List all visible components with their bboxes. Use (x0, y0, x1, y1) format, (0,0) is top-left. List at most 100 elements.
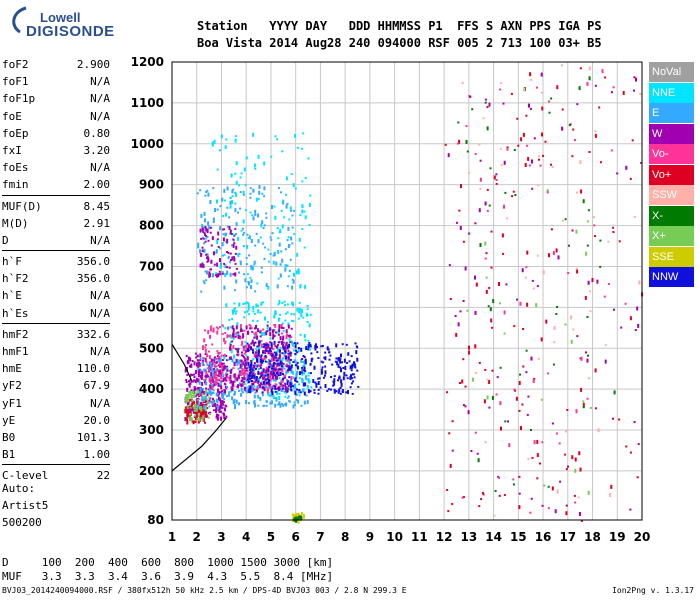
echo-point (298, 377, 301, 380)
echo-point (288, 337, 291, 342)
echo-point (308, 380, 311, 383)
echo-point (335, 343, 338, 348)
param-row: foF2 2.900 (2, 56, 110, 73)
echo-point (292, 385, 294, 388)
echo-point (248, 379, 251, 382)
echo-point (292, 361, 295, 363)
echo-point (233, 242, 236, 245)
echo-point (229, 261, 232, 264)
echo-point (221, 362, 223, 367)
echo-point (262, 328, 265, 331)
echo-point (349, 365, 352, 370)
echo-point (194, 414, 197, 417)
echo-point (547, 507, 550, 510)
echo-point (244, 365, 247, 370)
echo-point (562, 219, 564, 222)
echo-point (266, 373, 269, 376)
echo-point (526, 250, 529, 255)
echo-point (314, 381, 317, 384)
echo-point (504, 420, 507, 423)
echo-point (212, 372, 214, 377)
echo-point (227, 392, 230, 397)
echo-point (256, 385, 259, 388)
echo-point (495, 173, 498, 176)
echo-point (277, 374, 280, 377)
echo-point (265, 216, 268, 219)
echo-point (187, 380, 190, 383)
echo-point (531, 159, 533, 164)
echo-point (204, 240, 207, 243)
echo-point (259, 358, 262, 363)
echo-point (474, 310, 477, 315)
echo-point (190, 363, 193, 368)
echo-point (251, 359, 254, 362)
echo-point (264, 246, 267, 249)
echo-point (205, 234, 207, 237)
echo-point (257, 368, 260, 371)
echo-point (271, 352, 274, 355)
software-version: Ion2Png v. 1.3.17 (612, 586, 694, 595)
legend-entry-ssw: SSW (649, 185, 694, 205)
echo-point (604, 76, 607, 79)
echo-point (233, 308, 236, 313)
echo-point (638, 280, 641, 285)
echo-point (276, 284, 279, 289)
echo-point (582, 400, 585, 403)
echo-point (231, 195, 234, 198)
echo-point (548, 100, 550, 103)
echo-point (216, 368, 218, 373)
echo-point (242, 190, 245, 195)
echo-point (216, 350, 219, 352)
param-row: hmF2 332.6 (2, 326, 110, 343)
echo-point (277, 317, 280, 322)
echo-point (516, 298, 519, 301)
echo-point (333, 389, 336, 394)
echo-point (205, 253, 208, 256)
echo-point (239, 324, 242, 328)
echo-point (193, 373, 196, 376)
echo-point (451, 449, 454, 452)
echo-point (541, 132, 543, 137)
param-value: N/A (90, 92, 110, 106)
echo-point (215, 249, 218, 254)
echo-point (204, 233, 206, 236)
echo-point (229, 370, 232, 375)
echo-point (241, 328, 244, 331)
echo-point (513, 388, 516, 391)
echo-point (293, 404, 296, 406)
echo-point (273, 343, 276, 345)
echo-point (306, 384, 309, 387)
echo-point (220, 416, 223, 421)
echo-point (567, 272, 570, 274)
echo-point (232, 367, 235, 370)
echo-point (637, 323, 640, 328)
echo-point (289, 258, 292, 261)
echo-point (304, 382, 307, 387)
echo-point (464, 385, 467, 388)
echo-point (575, 229, 578, 234)
echo-point (197, 395, 200, 398)
echo-point (236, 359, 239, 364)
echo-point (201, 393, 204, 396)
echo-point (279, 273, 282, 278)
echo-point (222, 233, 225, 236)
echo-point (214, 274, 217, 277)
echo-point (278, 362, 281, 367)
echo-point (207, 401, 210, 404)
echo-point (475, 282, 478, 287)
echo-point (254, 334, 256, 339)
echo-point (235, 279, 238, 284)
echo-point (210, 325, 213, 328)
echo-point (209, 226, 212, 229)
echo-point (297, 347, 300, 349)
echo-point (267, 358, 270, 361)
echo-point (301, 371, 304, 376)
echo-point (278, 341, 281, 343)
echo-point (282, 199, 285, 202)
echo-point (255, 197, 258, 202)
x-tick-label: 14 (485, 530, 502, 544)
x-tick-label: 20 (634, 530, 651, 544)
echo-point (190, 405, 193, 410)
echo-point (216, 240, 219, 244)
echo-point (240, 343, 243, 346)
